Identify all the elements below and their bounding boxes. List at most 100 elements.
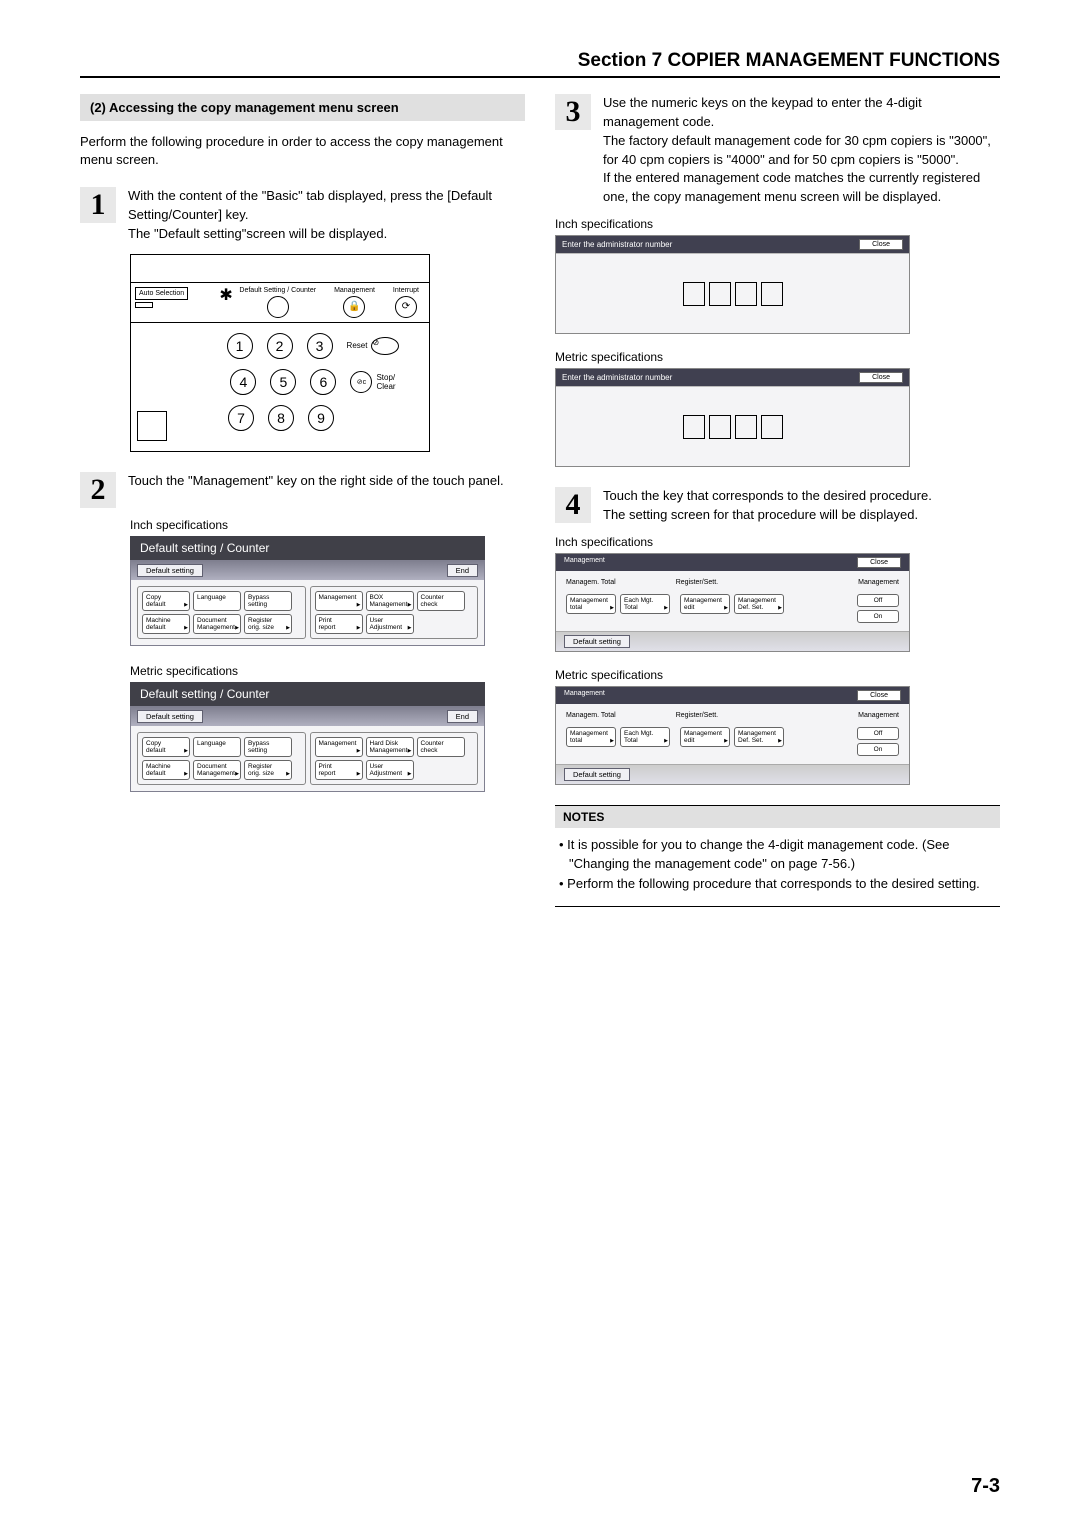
mgmt-off-button: Off (857, 594, 899, 607)
mgmt-defset-button: Management Def. Set. (734, 594, 784, 614)
numkey-2: 2 (267, 333, 293, 359)
ds-button: Counter check (417, 591, 465, 611)
ds-button: Print report (315, 760, 363, 780)
ds-button: BOX Management (366, 591, 414, 611)
step-number-1: 1 (80, 187, 116, 223)
inch-spec-label-2: Inch specifications (555, 217, 1000, 231)
mgmt-col1-m: Managem. Total (566, 712, 616, 719)
ds-button: Print report (315, 614, 363, 634)
numkey-5: 5 (270, 369, 296, 395)
ds-button: Machine default (142, 760, 190, 780)
ds-button: Bypass setting (244, 591, 292, 611)
ds-title-m: Default setting / Counter (130, 682, 485, 706)
note-1: It is possible for you to change the 4-d… (559, 836, 1000, 874)
mgmt-on-button: On (857, 610, 899, 623)
digit-box (761, 282, 783, 306)
digit-box (735, 282, 757, 306)
step3-p2: The factory default management code for … (603, 133, 991, 167)
mgmt-total-button: Management total (566, 594, 616, 614)
admin-close-button-m: Close (859, 372, 903, 383)
mgmt-col2-m: Register/Sett. (676, 712, 718, 719)
ds-end: End (447, 564, 478, 577)
metric-spec-label-3: Metric specifications (555, 668, 1000, 682)
ds-button: Language (193, 737, 241, 757)
mgmt-off-button-m: Off (857, 727, 899, 740)
digit-box (709, 282, 731, 306)
intro-text: Perform the following procedure in order… (80, 133, 525, 169)
admin-prompt: Enter the administrator number (562, 240, 672, 249)
mgmt-col3-m: Management (858, 712, 899, 719)
step2-text: Touch the "Management" key on the right … (128, 472, 504, 508)
inch-spec-label-1: Inch specifications (130, 518, 525, 532)
ds-tab-m: Default setting (137, 710, 203, 723)
mgmt-on-button-m: On (857, 743, 899, 756)
page-number: 7-3 (971, 1475, 1000, 1498)
each-mgt-total-button-m: Each Mgt. Total (620, 727, 670, 747)
right-column: 3 Use the numeric keys on the keypad to … (555, 94, 1000, 907)
step3-p3: If the entered management code matches t… (603, 170, 980, 204)
mgmt-edit-button-m: Management edit (680, 727, 730, 747)
mgmt-title-m: Management (564, 690, 605, 701)
step-1: 1 With the content of the "Basic" tab di… (80, 187, 525, 244)
interrupt-label: Interrupt (393, 287, 419, 294)
ds-tab: Default setting (137, 564, 203, 577)
mgmt-edit-button: Management edit (680, 594, 730, 614)
digit-box (683, 415, 705, 439)
section-header: Section 7 COPIER MANAGEMENT FUNCTIONS (80, 50, 1000, 78)
metric-spec-label-2: Metric specifications (555, 350, 1000, 364)
inch-spec-label-3: Inch specifications (555, 535, 1000, 549)
step-3: 3 Use the numeric keys on the keypad to … (555, 94, 1000, 207)
ds-button: Bypass setting (244, 737, 292, 757)
default-counter-key (267, 296, 289, 318)
management-key: 🔒 (343, 296, 365, 318)
numkey-6: 6 (310, 369, 336, 395)
reset-key: ⊘ (371, 337, 399, 355)
step3-p1: Use the numeric keys on the keypad to en… (603, 95, 922, 129)
mgmt-bottom-tab-m: Default setting (564, 768, 630, 781)
ds-button: User Adjustment (366, 614, 414, 634)
admin-panel-metric: Enter the administrator number Close (555, 368, 910, 467)
numkey-9: 9 (308, 405, 334, 431)
ds-button: Hard Disk Management (366, 737, 414, 757)
ds-button: Machine default (142, 614, 190, 634)
management-panel-inch: Management Close Managem. Total Register… (555, 553, 910, 652)
numkey-7: 7 (228, 405, 254, 431)
ds-end-m: End (447, 710, 478, 723)
numkey-4: 4 (230, 369, 256, 395)
numkey-1: 1 (227, 333, 253, 359)
digit-box (735, 415, 757, 439)
subheading: (2) Accessing the copy management menu s… (80, 94, 525, 121)
stop-clear-key: ⊘c (350, 371, 372, 393)
left-column: (2) Accessing the copy management menu s… (80, 94, 525, 907)
ds-button: Document Management (193, 614, 241, 634)
mgmt-close-button: Close (857, 557, 901, 568)
ds-button: Copy default (142, 591, 190, 611)
admin-panel-inch: Enter the administrator number Close (555, 235, 910, 334)
ds-title: Default setting / Counter (130, 536, 485, 560)
interrupt-key: ⟳ (395, 296, 417, 318)
default-counter-label: Default Setting / Counter (239, 287, 316, 294)
ds-button: Document Management (193, 760, 241, 780)
default-setting-panel-metric: Default setting / Counter Default settin… (130, 682, 485, 792)
step1-line2: The "Default setting"screen will be disp… (128, 226, 387, 241)
mgmt-close-button-m: Close (857, 690, 901, 701)
admin-close-button: Close (859, 239, 903, 250)
step-number-2: 2 (80, 472, 116, 508)
ds-button: Language (193, 591, 241, 611)
mgmt-col1: Managem. Total (566, 579, 616, 586)
digit-box (709, 415, 731, 439)
default-setting-panel-inch: Default setting / Counter Default settin… (130, 536, 485, 646)
step1-line1: With the content of the "Basic" tab disp… (128, 188, 492, 222)
step-2: 2 Touch the "Management" key on the righ… (80, 472, 525, 508)
numkey-3: 3 (307, 333, 333, 359)
mgmt-bottom-tab: Default setting (564, 635, 630, 648)
mgmt-title: Management (564, 557, 605, 568)
mgmt-col2: Register/Sett. (676, 579, 718, 586)
keypad-diagram: Auto Selection Default Setting / Counter… (130, 254, 430, 452)
ds-button: Copy default (142, 737, 190, 757)
ds-button: Register orig. size (244, 614, 292, 634)
notes-block: NOTES It is possible for you to change t… (555, 805, 1000, 908)
mgmt-total-button-m: Management total (566, 727, 616, 747)
admin-prompt-m: Enter the administrator number (562, 373, 672, 382)
step-4: 4 Touch the key that corresponds to the … (555, 487, 1000, 525)
